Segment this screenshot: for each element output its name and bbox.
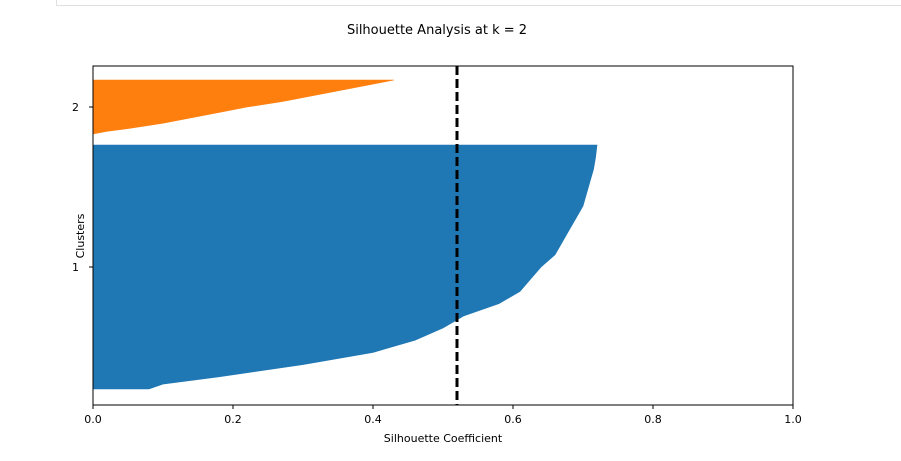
x-tick-label: 0.4: [364, 413, 382, 426]
notebook-output-cell-border: [56, 0, 901, 6]
y-axis-ticks: 12: [72, 101, 93, 274]
y-tick-label: 1: [72, 261, 79, 274]
y-axis-label: Clusters: [74, 213, 87, 258]
x-axis-ticks: 0.0 0.2 0.4 0.6 0.8 1.0: [84, 405, 802, 426]
x-tick-label: 0.2: [224, 413, 242, 426]
cluster-1-silhouette-area: [92, 144, 598, 390]
x-tick-label: 0.0: [84, 413, 102, 426]
x-tick-label: 0.8: [644, 413, 662, 426]
plot-area: [92, 66, 598, 405]
y-tick-label: 2: [72, 101, 79, 114]
x-axis-label: Silhouette Coefficient: [384, 432, 503, 445]
x-tick-label: 1.0: [784, 413, 802, 426]
chart-title: Silhouette Analysis at k = 2: [347, 23, 527, 38]
x-tick-label: 0.6: [504, 413, 522, 426]
axes-frame: [92, 65, 794, 406]
cluster-2-silhouette-area: [92, 79, 395, 135]
